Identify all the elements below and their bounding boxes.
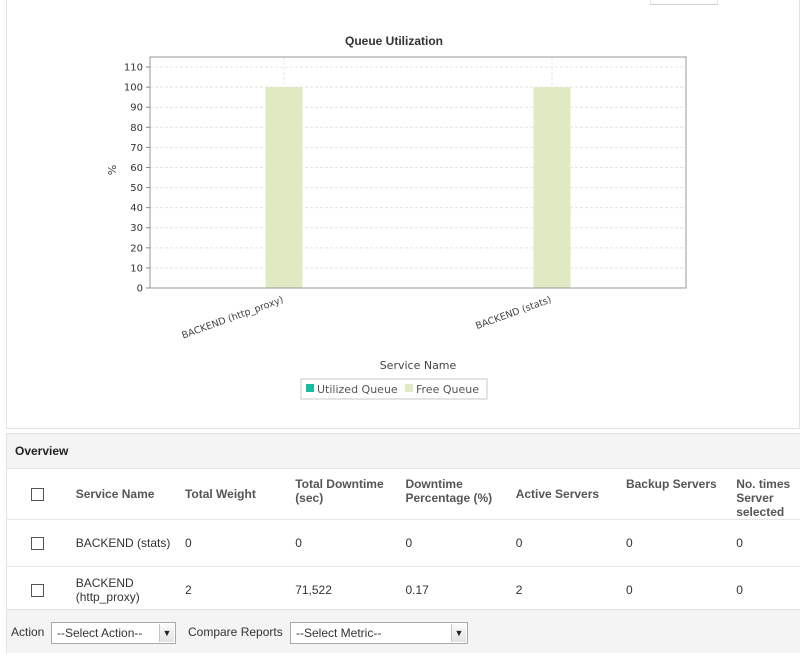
cell-backup-servers: 0 — [619, 519, 731, 567]
cell-downtime-percentage: 0 — [399, 519, 510, 567]
overview-table: Service Name Total Weight Total Downtime… — [7, 469, 800, 614]
compare-reports-label: Compare Reports — [188, 625, 283, 639]
queue-utilization-chart: Queue Utilization 0 10 20 30 40 50 60 70 80 90 100… — [106, 34, 687, 400]
col-service-name[interactable]: Service Name — [75, 487, 155, 501]
cell-active-servers: 2 — [509, 566, 620, 614]
y-tick-label: 20 — [130, 243, 143, 254]
bar-free-queue[interactable] — [265, 87, 303, 288]
chevron-down-icon[interactable]: ▼ — [159, 624, 174, 642]
col-downtime-percentage[interactable]: Downtime Percentage (%) — [405, 477, 493, 505]
cell-service-name: BACKEND (http_proxy) — [69, 566, 179, 614]
legend-free-queue[interactable]: Free Queue — [416, 383, 479, 396]
y-tick-label: 110 — [124, 63, 143, 74]
y-tick-label: 0 — [137, 284, 143, 295]
table-row[interactable]: BACKEND (http_proxy) 2 71,522 0.17 2 0 0 — [7, 566, 800, 614]
plot-area-border — [149, 56, 687, 289]
x-axis-title: Service Name — [380, 359, 457, 372]
cell-downtime-percentage: 0.17 — [399, 566, 510, 614]
legend-utilized-queue[interactable]: Utilized Queue — [317, 383, 398, 396]
y-tick-label: 50 — [130, 183, 143, 194]
cell-total-downtime: 0 — [289, 519, 400, 567]
table-row[interactable]: BACKEND (stats) 0 0 0 0 0 0 — [7, 519, 800, 567]
chart-panel: Queue Utilization 0 10 20 30 40 50 60 70 80 90 100… — [6, 0, 800, 429]
row-checkbox[interactable] — [31, 537, 44, 551]
bar-free-queue[interactable] — [533, 87, 571, 288]
col-total-weight[interactable]: Total Weight — [184, 487, 256, 501]
y-tick-label: 30 — [130, 223, 143, 234]
chart-legend: Utilized Queue Free Queue — [300, 378, 488, 400]
y-tick-label: 40 — [130, 203, 143, 214]
cell-backup-servers: 0 — [619, 566, 731, 614]
overview-panel: Overview Service Name Total Weight Total… — [6, 433, 800, 653]
metric-select[interactable]: --Select Metric-- ▼ — [290, 622, 468, 644]
col-backup-servers[interactable]: Backup Servers — [625, 477, 717, 491]
x-category-label: BACKEND (http_proxy) — [180, 294, 285, 341]
panel-tab[interactable] — [650, 0, 718, 5]
col-active-servers[interactable]: Active Servers — [515, 487, 600, 501]
cell-active-servers: 0 — [509, 519, 620, 567]
legend-swatch-free — [405, 384, 413, 392]
cell-times-selected: 0 — [730, 566, 800, 614]
select-all-checkbox[interactable] — [31, 488, 44, 502]
col-total-downtime[interactable]: Total Downtime (sec) — [295, 477, 384, 505]
chevron-down-icon[interactable]: ▼ — [451, 624, 466, 642]
cell-service-name: BACKEND (stats) — [69, 519, 179, 567]
col-times-selected[interactable]: No. times Server selected — [736, 477, 791, 519]
action-bar: Action --Select Action-- ▼ Compare Repor… — [7, 609, 800, 653]
overview-title: Overview — [7, 434, 800, 469]
action-select[interactable]: --Select Action-- ▼ — [51, 622, 176, 644]
y-tick-label: 90 — [130, 103, 143, 114]
legend-swatch-utilized — [306, 384, 314, 392]
chart-title: Queue Utilization — [345, 34, 443, 48]
y-axis-title: % — [106, 165, 119, 175]
y-tick-label: 80 — [130, 123, 143, 134]
table-header-row: Service Name Total Weight Total Downtime… — [7, 469, 800, 520]
x-category-label: BACKEND (stats) — [474, 294, 553, 332]
action-select-value: --Select Action-- — [57, 626, 143, 640]
y-tick-label: 10 — [130, 263, 143, 274]
cell-total-weight: 0 — [178, 519, 290, 567]
cell-total-weight: 2 — [178, 566, 290, 614]
y-tick-label: 70 — [130, 143, 143, 154]
metric-select-value: --Select Metric-- — [296, 626, 382, 640]
row-checkbox[interactable] — [31, 584, 44, 598]
cell-times-selected: 0 — [730, 519, 800, 567]
action-label: Action — [11, 625, 45, 639]
cell-total-downtime: 71,522 — [289, 566, 400, 614]
y-tick-label: 100 — [124, 83, 143, 94]
y-tick-label: 60 — [130, 163, 143, 174]
